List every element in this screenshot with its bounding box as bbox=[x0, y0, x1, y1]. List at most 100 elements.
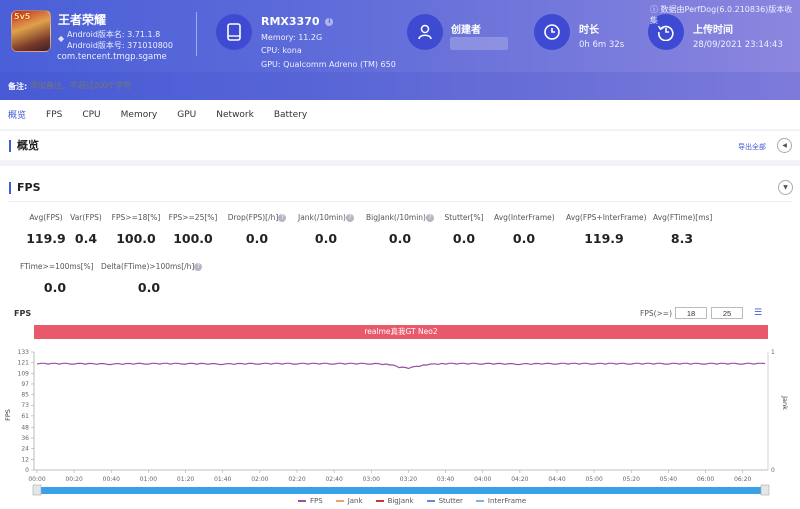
metric-label: Avg(FPS) bbox=[29, 213, 63, 222]
metric-label: Avg(FPS+InterFrame) bbox=[566, 213, 647, 222]
note-label: 备注: bbox=[8, 82, 28, 91]
device-model-text: RMX3370 bbox=[261, 15, 320, 28]
svg-text:85: 85 bbox=[21, 392, 29, 399]
range-slider-track[interactable] bbox=[36, 487, 766, 494]
legend-swatch bbox=[298, 500, 306, 502]
info-icon[interactable]: i bbox=[325, 18, 334, 26]
svg-text:03:20: 03:20 bbox=[400, 476, 417, 483]
info-circle-icon: ⓘ bbox=[650, 5, 661, 14]
svg-text:02:00: 02:00 bbox=[251, 476, 268, 483]
metric-label: Var(FPS) bbox=[70, 213, 102, 222]
help-icon[interactable]: ? bbox=[425, 214, 434, 222]
metric-value: 0.0 bbox=[452, 231, 476, 246]
collapse-left-button[interactable]: ◀ bbox=[777, 138, 792, 153]
legend-item-bigjank[interactable]: BigJank bbox=[375, 497, 414, 505]
duration-value: 0h 6m 32s bbox=[579, 40, 625, 50]
metric-label: FTime>=100ms[%] bbox=[20, 262, 94, 271]
tab-bar: 概览 FPS CPU Memory GPU Network Battery bbox=[0, 100, 800, 129]
creator-value-redacted bbox=[450, 37, 508, 50]
header-divider bbox=[196, 12, 197, 56]
metric-avg-fps: Avg(FPS) 119.9 bbox=[20, 213, 72, 246]
legend-label: FPS bbox=[310, 497, 323, 505]
metric-value: 100.0 bbox=[173, 231, 213, 246]
legend-swatch bbox=[375, 500, 384, 502]
export-all-link[interactable]: 导出全部 bbox=[738, 143, 766, 151]
creator-icon-circle bbox=[407, 14, 443, 50]
help-icon[interactable]: ? bbox=[194, 263, 203, 271]
legend-item-jank[interactable]: Jank bbox=[335, 497, 363, 505]
upload-time-title: 上传时间 bbox=[693, 25, 733, 36]
app-icon-badge: 5v5 bbox=[14, 12, 31, 21]
list-view-icon[interactable]: ☰ bbox=[754, 308, 763, 318]
svg-text:01:20: 01:20 bbox=[177, 476, 194, 483]
tab-network[interactable]: Network bbox=[216, 109, 254, 120]
app-package: com.tencent.tmgp.sgame bbox=[57, 52, 167, 62]
y-axis-label: FPS bbox=[4, 409, 12, 421]
legend-swatch bbox=[335, 500, 344, 502]
perfdog-version-text: 数据由PerfDog(6.0.210836)版本收集 bbox=[650, 5, 793, 25]
fps-divider bbox=[8, 201, 792, 202]
metric-label-text: Jank(/10min) bbox=[298, 213, 346, 222]
collapse-down-button[interactable]: ▼ bbox=[778, 180, 793, 195]
svg-text:02:20: 02:20 bbox=[288, 476, 305, 483]
svg-text:48: 48 bbox=[21, 424, 29, 431]
tab-battery[interactable]: Battery bbox=[273, 109, 308, 120]
metric-avg-ftime: Avg(FTime)[ms] 8.3 bbox=[653, 213, 713, 246]
metric-fps-ge-25: FPS>=25[%] 100.0 bbox=[167, 213, 219, 246]
creator-title: 创建者 bbox=[451, 25, 481, 36]
metric-jank: Jank(/10min)? 0.0 bbox=[297, 213, 355, 246]
clock-icon bbox=[544, 24, 560, 40]
metric-label: Avg(FTime)[ms] bbox=[653, 213, 713, 222]
report-header: 5v5 王者荣耀 ◆ Android版本名: 3.71.1.8 Android版… bbox=[0, 0, 800, 100]
range-slider-right-handle[interactable] bbox=[760, 484, 770, 496]
upload-time-icon-circle bbox=[648, 14, 684, 50]
tab-overview[interactable]: 概览 bbox=[8, 111, 27, 121]
svg-text:00:00: 00:00 bbox=[28, 476, 45, 483]
fps-section-title: FPS bbox=[9, 182, 41, 194]
metric-label: BigJank(/10min)? bbox=[366, 213, 434, 222]
legend-item-stutter[interactable]: Stutter bbox=[426, 497, 463, 505]
note-input[interactable] bbox=[30, 81, 330, 90]
svg-text:24: 24 bbox=[21, 446, 29, 453]
metric-avg-fps-interframe: Avg(FPS+InterFrame) 119.9 bbox=[566, 213, 647, 246]
svg-text:73: 73 bbox=[21, 402, 29, 409]
legend-label: Stutter bbox=[438, 497, 463, 505]
metric-value: 119.9 bbox=[26, 231, 66, 246]
y-axis-ticks: 0 12 24 36 48 61 73 85 97 109 121 133 bbox=[18, 349, 34, 474]
range-slider-left-handle[interactable] bbox=[32, 484, 42, 496]
fps-series-line bbox=[36, 362, 766, 370]
help-icon[interactable]: ? bbox=[278, 214, 287, 222]
device-model: RMX3370 i bbox=[261, 15, 334, 28]
chart-legend: FPS Jank BigJank Stutter InterFrame bbox=[298, 497, 539, 505]
metric-value: 8.3 bbox=[670, 231, 694, 246]
tab-fps[interactable]: FPS bbox=[46, 109, 63, 120]
svg-text:00:20: 00:20 bbox=[65, 476, 82, 483]
metric-ftime-ge-100ms: FTime>=100ms[%] 0.0 bbox=[20, 262, 94, 295]
duration-title: 时长 bbox=[579, 25, 599, 36]
svg-text:01:00: 01:00 bbox=[140, 476, 157, 483]
svg-text:00:40: 00:40 bbox=[103, 476, 120, 483]
metric-value: 100.0 bbox=[116, 231, 156, 246]
metric-label-text: BigJank(/10min) bbox=[366, 213, 426, 222]
legend-swatch bbox=[426, 500, 435, 502]
device-memory: Memory: 11.2G bbox=[261, 33, 323, 42]
svg-text:133: 133 bbox=[18, 349, 30, 356]
svg-text:121: 121 bbox=[18, 360, 30, 367]
legend-item-fps[interactable]: FPS bbox=[298, 497, 323, 505]
tab-cpu[interactable]: CPU bbox=[82, 109, 101, 120]
help-icon[interactable]: ? bbox=[345, 214, 354, 222]
phone-icon bbox=[227, 23, 241, 41]
svg-text:04:40: 04:40 bbox=[548, 476, 565, 483]
fps-threshold-1-input[interactable] bbox=[675, 307, 707, 319]
svg-text:04:00: 04:00 bbox=[474, 476, 491, 483]
tab-gpu[interactable]: GPU bbox=[177, 109, 197, 120]
svg-text:04:20: 04:20 bbox=[511, 476, 528, 483]
fps-threshold-2-input[interactable] bbox=[711, 307, 743, 319]
svg-text:02:40: 02:40 bbox=[325, 476, 342, 483]
upload-time-value: 28/09/2021 23:14:43 bbox=[693, 40, 783, 50]
metric-delta-ftime: Delta(FTime)>100ms[/h]? 0.0 bbox=[101, 262, 203, 295]
device-label-bar: realme真我GT Neo2 bbox=[34, 325, 768, 339]
caret-down-icon: ▼ bbox=[783, 184, 788, 191]
tab-memory[interactable]: Memory bbox=[120, 109, 158, 120]
legend-item-interframe[interactable]: InterFrame bbox=[475, 497, 526, 505]
